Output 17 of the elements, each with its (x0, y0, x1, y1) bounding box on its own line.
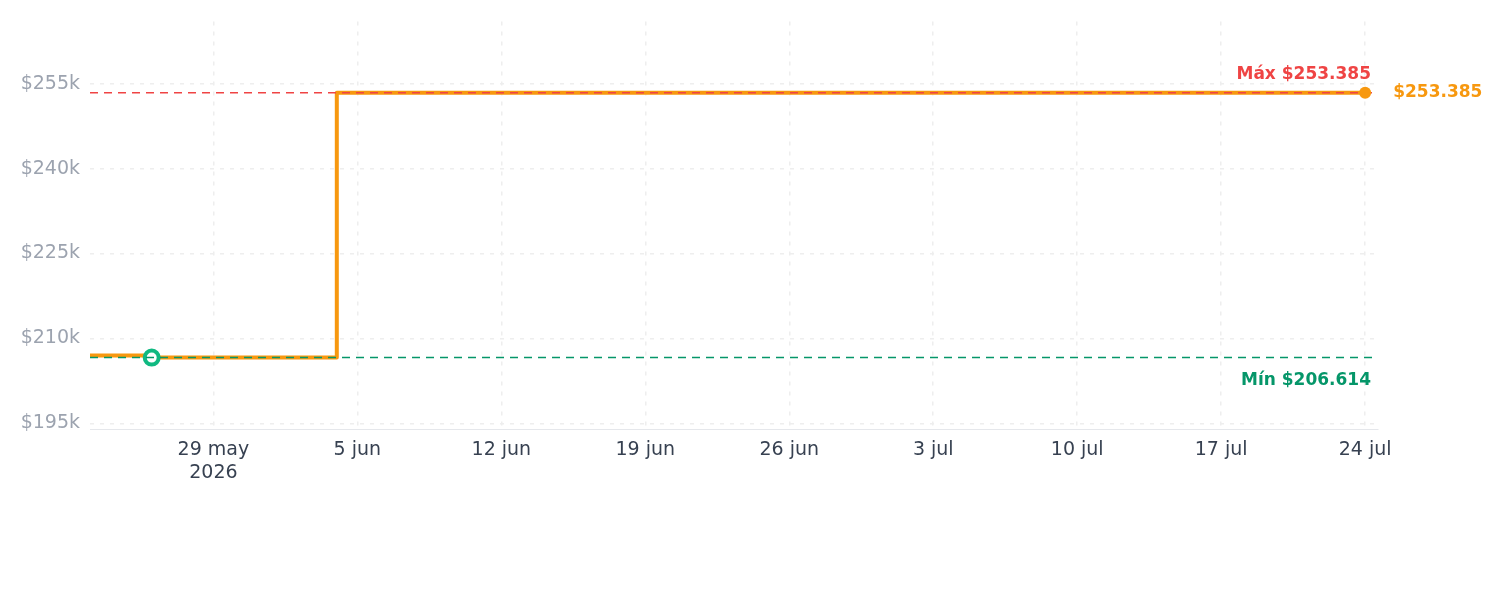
x-tick-label: 12 jun (471, 437, 532, 460)
y-tick-label: $210k (20, 325, 80, 348)
x-tick-label: 19 jun (615, 437, 676, 460)
x-tick-label: 10 jul (1050, 437, 1104, 460)
x-tick-label: 5 jun (333, 437, 382, 460)
x-tick-label: 29 may 2026 (177, 437, 250, 483)
annotation: $253.385 (1393, 81, 1483, 102)
y-tick-label: $255k (20, 70, 80, 93)
x-tick-label: 26 jun (759, 437, 820, 460)
x-tick-label: 24 jul (1338, 437, 1392, 460)
ref-line-label: Mín $206.614 (1240, 368, 1372, 389)
x-tick-label: 3 jul (912, 437, 954, 460)
y-tick-label: $240k (20, 155, 80, 178)
x-tick-label: 17 jul (1194, 437, 1248, 460)
y-tick-label: $225k (20, 240, 80, 263)
ref-line-label: Máx $253.385 (1236, 62, 1371, 83)
y-tick-label: $195k (20, 410, 80, 433)
